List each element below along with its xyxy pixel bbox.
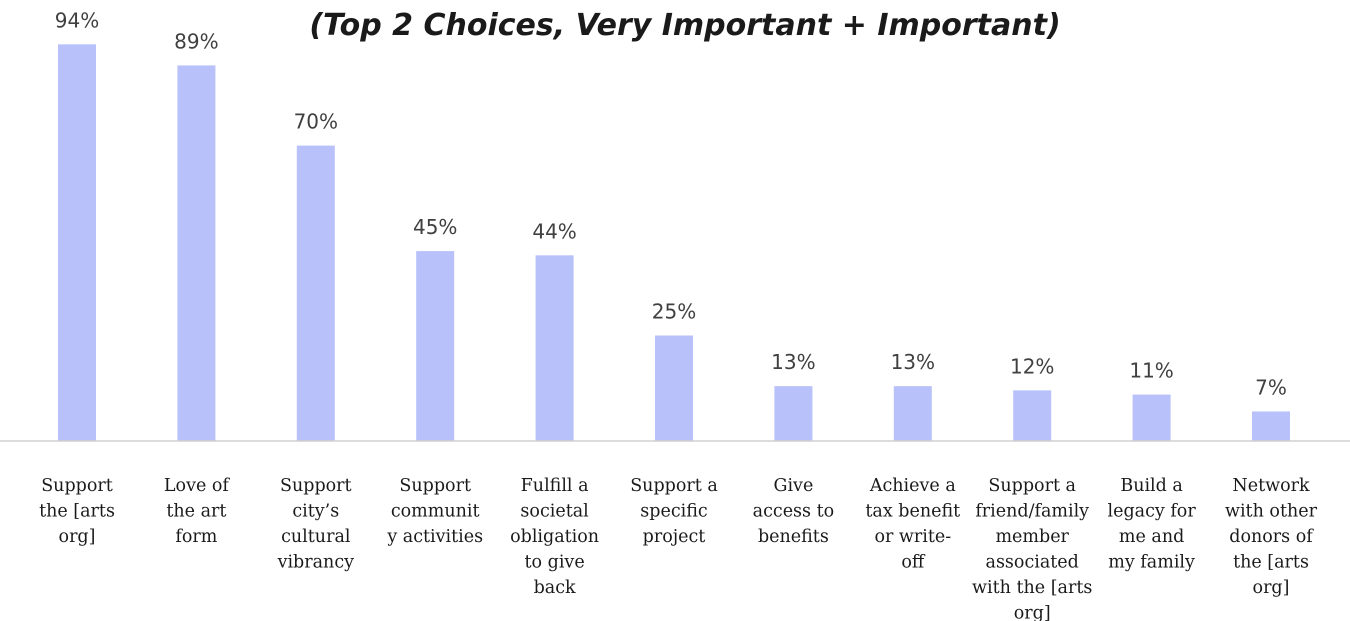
data-label-9: 12% bbox=[1010, 354, 1054, 378]
category-label-9: Support a friend/family member associated wi… bbox=[972, 476, 1092, 621]
data-label-8: 13% bbox=[891, 350, 935, 374]
chart-subtitle: (Top 2 Choices, Very Important + Importa… bbox=[309, 8, 1061, 43]
data-label-2: 89% bbox=[174, 29, 218, 53]
category-label-3: Support city’s cultural vibrancy bbox=[277, 476, 355, 573]
data-label-4: 45% bbox=[413, 215, 457, 239]
category-label-11: Network with other donors of the [arts org] bbox=[1225, 476, 1318, 598]
data-label-10: 11% bbox=[1129, 359, 1173, 383]
data-label-7: 13% bbox=[771, 350, 815, 374]
data-label-1: 94% bbox=[55, 8, 99, 32]
category-label-1: Support the [arts org] bbox=[39, 476, 115, 547]
bar-9 bbox=[1013, 390, 1052, 441]
category-labels-group: Support the [arts org] Love of the art form Su… bbox=[39, 476, 1318, 621]
bar-5 bbox=[535, 255, 574, 441]
data-label-5: 44% bbox=[532, 219, 576, 243]
bar-6 bbox=[655, 335, 693, 441]
bar-2 bbox=[177, 65, 216, 442]
data-label-11: 7% bbox=[1255, 375, 1287, 399]
category-label-2: Love of the art form bbox=[164, 476, 230, 547]
bar-11 bbox=[1252, 411, 1290, 441]
bar-8 bbox=[893, 386, 932, 441]
bars-group bbox=[58, 44, 1290, 442]
category-label-6: Support a specific project bbox=[630, 476, 718, 547]
category-label-10: Build a legacy for me and my family bbox=[1107, 476, 1196, 573]
category-label-8: Achieve a tax benefit or write-off bbox=[865, 476, 960, 573]
category-label-5: Fulfill a societal obligation to give back bbox=[510, 476, 599, 598]
bar-10 bbox=[1132, 394, 1171, 441]
value-labels-group: 94% 89% 70% 45% 44% 25% 13% 13% 12% 11% 7% bbox=[55, 8, 1287, 399]
bar-3 bbox=[296, 145, 335, 441]
bar-1 bbox=[58, 44, 96, 441]
data-label-6: 25% bbox=[652, 300, 696, 324]
bar-7 bbox=[774, 386, 813, 441]
bar-4 bbox=[416, 251, 455, 441]
data-label-3: 70% bbox=[294, 110, 338, 134]
category-label-7: Give access to benefits bbox=[753, 476, 834, 547]
category-label-4: Support communit y activities bbox=[386, 476, 483, 547]
